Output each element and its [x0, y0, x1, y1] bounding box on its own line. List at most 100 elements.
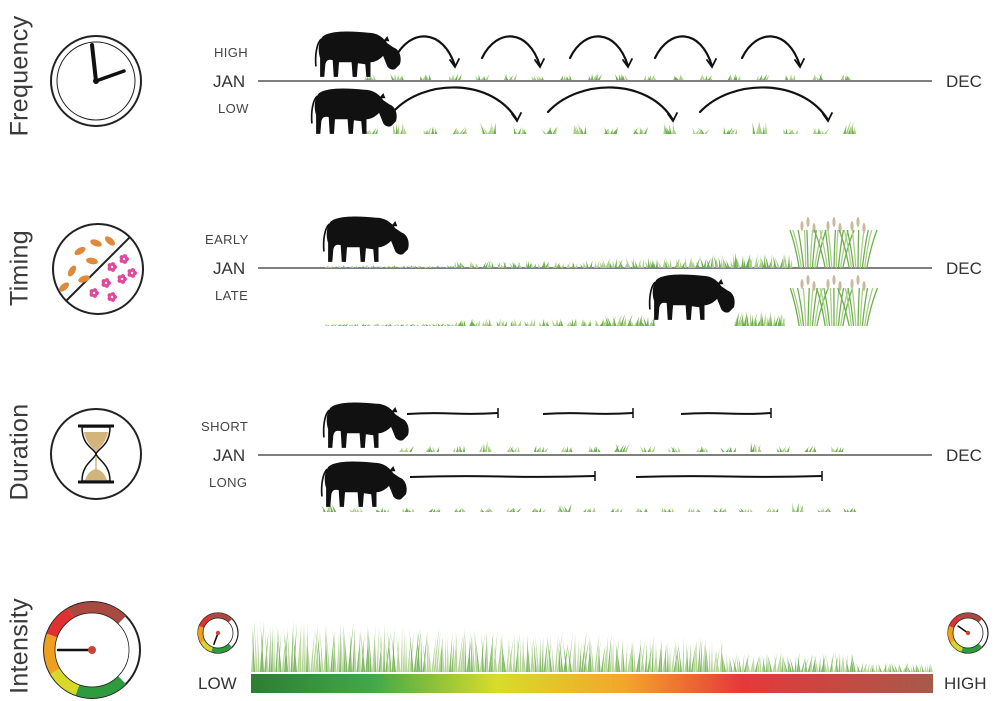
grass-tuft — [479, 440, 492, 452]
grass-tuft — [712, 253, 728, 268]
intensity-gradient-bar — [251, 674, 933, 693]
grass-tuft — [692, 126, 710, 134]
duration-long-rest — [635, 475, 823, 478]
autumn-leaves-icon — [58, 236, 116, 292]
grass-tuft — [445, 265, 456, 268]
grass-tuft — [420, 73, 432, 80]
grass-tuft — [603, 126, 619, 134]
duration-short-rest — [542, 412, 634, 415]
grass-tuft — [425, 445, 440, 452]
grass-tuft — [336, 323, 349, 326]
grass-tuft — [639, 445, 656, 452]
grass-tuft — [348, 507, 363, 512]
frequency-high-arrow — [393, 35, 457, 68]
frequency-jan-label: JAN — [213, 72, 246, 91]
frequency-low-arrow — [391, 86, 519, 122]
grass-tuft — [454, 507, 466, 512]
grass-tuft — [617, 256, 631, 268]
grass-tuft — [482, 260, 494, 268]
duration-long-rest — [409, 475, 596, 478]
grass-tuft — [843, 120, 857, 134]
grass-tuft — [510, 318, 522, 326]
cow-silhouette — [322, 402, 409, 448]
duration-short-rest — [680, 412, 772, 415]
season-icon — [52, 223, 144, 315]
frequency-high-arrow — [568, 35, 630, 68]
grass-tuft — [734, 311, 748, 326]
seeding-grass — [789, 275, 829, 327]
grass-tuft — [594, 260, 605, 268]
grass-tuft — [512, 126, 527, 134]
duration-dec-label: DEC — [946, 446, 982, 465]
grass-tuft — [428, 507, 441, 512]
grass-tuft — [750, 441, 762, 452]
frequency-high-arrow-head — [534, 58, 545, 69]
grass-tuft — [480, 507, 493, 512]
grass-tuft — [713, 507, 727, 512]
grass-tuft — [566, 262, 578, 268]
grass-tuft — [667, 445, 681, 452]
grass-tuft — [811, 126, 830, 134]
frequency-low-arrow-head — [511, 112, 522, 123]
grass-tuft — [635, 507, 648, 512]
hourglass-icon — [50, 408, 142, 500]
frequency-low-label: LOW — [218, 101, 249, 116]
grass-tuft — [779, 253, 793, 268]
clock-icon — [50, 35, 142, 127]
seeding-grass — [789, 217, 827, 269]
frequency-low-arrow — [546, 86, 675, 122]
grass-tuft — [553, 260, 565, 268]
grass-tuft — [508, 260, 522, 268]
grass-tuft — [737, 507, 753, 512]
grass-tuft — [784, 74, 796, 80]
grass-tuft — [588, 73, 603, 80]
grass-tuft — [479, 121, 496, 134]
grass-tuft — [842, 507, 857, 512]
grass-tuft — [727, 73, 741, 80]
frequency-high-arrow-head — [794, 58, 805, 69]
grass-tuft — [348, 323, 359, 326]
grass-tuft — [431, 265, 444, 268]
cow-silhouette — [648, 274, 735, 320]
grass-tuft — [538, 318, 550, 326]
frequency-high-label: HIGH — [214, 45, 249, 60]
grass-tuft — [560, 446, 573, 452]
grass-tuft — [776, 445, 790, 452]
grass-tuft — [830, 445, 844, 452]
frequency-high-arrow — [740, 35, 802, 68]
flowers-icon — [89, 254, 137, 302]
grass-tuft — [525, 260, 537, 268]
intensity-grass — [251, 618, 933, 672]
frequency-high-arrow-head — [706, 58, 717, 69]
grass-tuft — [616, 314, 633, 326]
grass-tuft — [349, 265, 359, 268]
grass-tuft — [661, 507, 674, 512]
grass-tuft — [766, 507, 779, 512]
grass-tuft — [816, 507, 831, 512]
grass-tuft — [588, 445, 601, 452]
grass-tuft — [560, 74, 572, 80]
grass-tuft — [643, 74, 657, 80]
grass-tuft — [764, 252, 780, 268]
grass-tuft — [324, 265, 338, 268]
frequency-high-arrow-head — [449, 58, 460, 69]
grass-tuft — [523, 318, 536, 326]
grass-tuft — [533, 445, 549, 452]
timing-jan-label: JAN — [213, 259, 246, 278]
frequency-low-arrow — [698, 86, 830, 122]
grass-tuft — [790, 502, 804, 512]
grass-tuft — [756, 73, 770, 80]
grass-tuft — [782, 127, 799, 134]
grass-tuft — [663, 121, 677, 134]
grass-tuft — [632, 126, 649, 134]
grass-tuft — [687, 507, 701, 512]
frequency-low-arrow-head — [667, 112, 678, 123]
grass-tuft — [389, 73, 404, 80]
duration-long-label: LONG — [209, 475, 248, 490]
grass-tuft — [674, 256, 687, 268]
grass-tuft — [741, 252, 753, 268]
grass-tuft — [409, 323, 419, 326]
grass-tuft — [454, 319, 466, 326]
grass-tuft — [557, 503, 572, 512]
seeding-grass — [816, 275, 854, 327]
